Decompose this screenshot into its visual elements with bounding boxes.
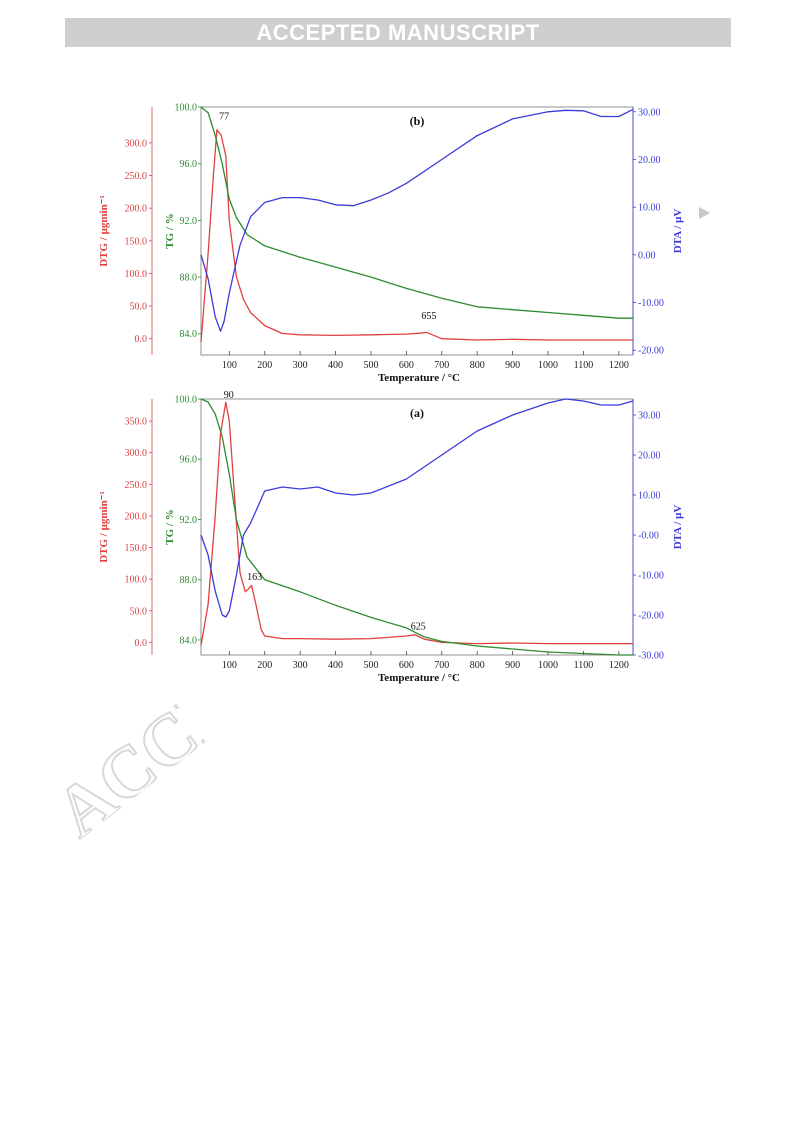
manuscript-banner: ACCEPTED MANUSCRIPT: [65, 18, 731, 47]
x-tick-label: 1100: [574, 360, 594, 371]
dtg-tick-label: 50.0: [130, 302, 148, 313]
dta-tick-label: -20.00: [638, 346, 664, 357]
x-tick-label: 1100: [574, 660, 594, 671]
chart-panel-a: 100 200 300 400 500 600 700 800 900 1000 1100 1200 T…: [98, 390, 684, 684]
dta-tick-label: -10.00: [638, 571, 664, 582]
dtg-tick-label: 200.0: [125, 204, 148, 215]
dta-tick-label: -0.00: [638, 531, 659, 542]
peak-annotation: 655: [421, 311, 436, 322]
x-tick-label: 900: [505, 660, 520, 671]
dtg-tick-label: 150.0: [125, 236, 148, 247]
x-tick-label: 900: [505, 360, 520, 371]
x-tick-label: 500: [363, 660, 378, 671]
tg-tick-label: 84.0: [180, 635, 198, 646]
peak-annotation: 77: [219, 111, 229, 122]
x-tick-label: 600: [399, 360, 414, 371]
x-tick-label: 600: [399, 660, 414, 671]
dta-tick-label: 20.00: [638, 451, 661, 462]
tg-tick-label: 84.0: [180, 329, 198, 340]
x-tick-label: 800: [470, 660, 485, 671]
peak-annotation: 625: [411, 622, 426, 633]
dta-axis-label: DTA / μV: [672, 505, 684, 550]
dtg-tick-label: 350.0: [125, 417, 148, 428]
dtg-tick-label: 250.0: [125, 171, 148, 182]
x-tick-label: 300: [293, 360, 308, 371]
tg-tick-label: 88.0: [180, 273, 198, 284]
peak-annotation: 90: [224, 390, 234, 401]
series-line-tg: [200, 106, 633, 319]
x-axis-label: Temperature / °C: [378, 372, 460, 384]
dtg-tick-label: 250.0: [125, 480, 148, 491]
x-tick-label: 400: [328, 360, 343, 371]
x-tick-label: 200: [257, 660, 272, 671]
dta-tick-label: -30.00: [638, 651, 664, 662]
tg-tick-label: 100.0: [175, 103, 198, 114]
x-tick-label: 200: [257, 360, 272, 371]
series-line-dtg: [200, 129, 633, 342]
dtg-tick-label: 0.0: [135, 334, 148, 345]
x-tick-label: 800: [470, 360, 485, 371]
panel-label: (b): [410, 114, 425, 128]
x-tick-label: 300: [293, 660, 308, 671]
dta-tick-label: 20.00: [638, 155, 661, 166]
dtg-tick-label: 300.0: [125, 448, 148, 459]
x-tick-label: 500: [363, 360, 378, 371]
series-line-dta: [200, 398, 634, 618]
dtg-tick-label: 300.0: [125, 138, 148, 149]
series-line-tg: [200, 398, 633, 656]
tg-tick-label: 100.0: [175, 395, 198, 406]
dta-tick-label: 0.00: [638, 250, 656, 261]
dtg-tick-label: 0.0: [135, 638, 148, 649]
plot-frame: [200, 106, 634, 356]
x-tick-label: 700: [434, 360, 449, 371]
chart-panel-b: 100 200 300 400 500 600 700 800 900 1000 1100 1200 T…: [98, 103, 684, 385]
dtg-tick-label: 100.0: [125, 575, 148, 586]
dta-tick-label: 10.00: [638, 491, 661, 502]
dta-tick-label: -20.00: [638, 611, 664, 622]
tg-tick-label: 92.0: [180, 216, 198, 227]
x-tick-label: 1000: [538, 360, 558, 371]
x-tick-label: 400: [328, 660, 343, 671]
dta-tick-label: -10.00: [638, 298, 664, 309]
dtg-tick-label: 100.0: [125, 269, 148, 280]
tg-tick-label: 96.0: [180, 159, 198, 170]
x-axis-label: Temperature / °C: [378, 672, 460, 684]
dtg-tick-label: 200.0: [125, 511, 148, 522]
x-tick-label: 1200: [609, 360, 629, 371]
peak-annotation: 163: [247, 572, 262, 583]
x-tick-label: 700: [434, 660, 449, 671]
dta-tick-label: 10.00: [638, 203, 661, 214]
series-line-dta: [200, 108, 634, 332]
x-tick-label: 1200: [609, 660, 629, 671]
dta-tick-label: 30.00: [638, 411, 661, 422]
panel-label: (a): [410, 406, 424, 420]
tg-tick-label: 92.0: [180, 515, 198, 526]
dtg-tick-label: 50.0: [130, 606, 148, 617]
next-arrow-icon[interactable]: [697, 206, 711, 220]
tg-tick-label: 88.0: [180, 575, 198, 586]
tg-axis-label: TG / %: [164, 509, 176, 544]
tg-axis-label: TG / %: [164, 213, 176, 248]
dtg-tick-label: 150.0: [125, 543, 148, 554]
dta-tick-label: 30.00: [638, 107, 661, 118]
x-tick-label: 1000: [538, 660, 558, 671]
dtg-axis-label: DTG / μgmin⁻¹: [98, 195, 110, 267]
dta-axis-label: DTA / μV: [672, 209, 684, 254]
dtg-axis-label: DTG / μgmin⁻¹: [98, 491, 110, 563]
x-tick-label: 100: [222, 660, 237, 671]
plot-frame: [200, 398, 634, 656]
tg-tick-label: 96.0: [180, 455, 198, 466]
x-tick-label: 100: [222, 360, 237, 371]
series-line-dtg: [200, 401, 633, 646]
